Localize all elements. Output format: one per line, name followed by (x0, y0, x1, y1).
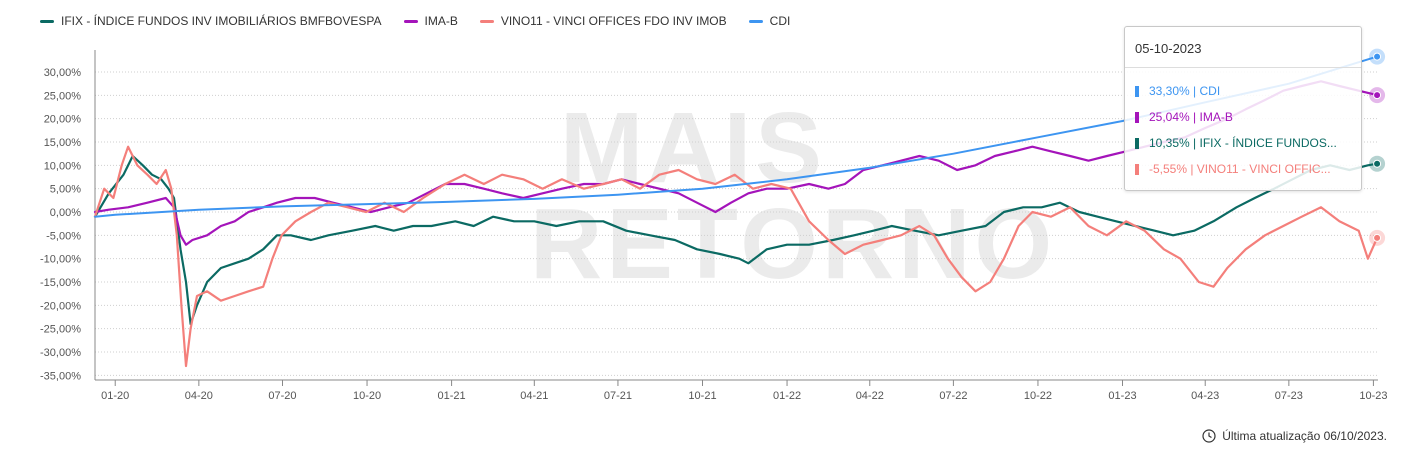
legend-label-cdi: CDI (769, 14, 791, 28)
tooltip-row-cdi: 33,30% | CDI (1135, 84, 1220, 98)
y-tick-label: -5,00% (46, 230, 81, 242)
last-update-text: Última atualização 06/10/2023. (1222, 429, 1387, 443)
x-tick-label: 01-23 (1108, 390, 1136, 402)
legend-swatch-ima-b (403, 19, 418, 23)
y-tick-label: 15,00% (44, 137, 82, 149)
x-tick-label: 10-21 (688, 390, 716, 402)
chart-legend: IFIX - ÍNDICE FUNDOS INV IMOBILIÁRIOS BM… (40, 14, 790, 28)
y-tick-label: -10,00% (40, 254, 81, 266)
x-tick-label: 01-20 (101, 390, 129, 402)
y-tick-label: 0,00% (50, 207, 81, 219)
legend-swatch-cdi (748, 19, 763, 23)
tooltip-divider (1125, 67, 1361, 68)
tooltip-row-ima-b: 25,04% | IMA-B (1135, 110, 1233, 124)
y-tick-label: 30,00% (44, 67, 82, 79)
legend-swatch-vino11 (479, 19, 494, 23)
grid-lines (95, 71, 1378, 376)
hover-point-cdi (1373, 52, 1382, 61)
chart-tooltip: 05-10-2023 33,30% | CDI 25,04% | IMA-B 1… (1124, 26, 1362, 191)
y-tick-label: -25,00% (40, 324, 81, 336)
tooltip-text-vino11: -5,55% | VINO11 - VINCI OFFIC... (1149, 162, 1331, 176)
y-tick-label: 5,00% (50, 184, 81, 196)
series-line-ifix (93, 154, 1379, 326)
tooltip-marker-ifix (1135, 137, 1139, 149)
tooltip-row-vino11: -5,55% | VINO11 - VINCI OFFIC... (1135, 162, 1331, 176)
legend-label-ima-b: IMA-B (424, 14, 458, 28)
x-tick-label: 01-22 (773, 390, 801, 402)
x-tick-label: 07-21 (604, 390, 632, 402)
hover-point-ima-b (1373, 91, 1382, 100)
y-tick-label: -30,00% (40, 347, 81, 359)
x-tick-label: 07-22 (939, 390, 967, 402)
x-axis: 01-20 04-20 07-20 10-20 01-21 04-21 07-21 10-21… (95, 379, 1387, 402)
legend-item-ifix[interactable]: IFIX - ÍNDICE FUNDOS INV IMOBILIÁRIOS BM… (40, 14, 382, 28)
tooltip-marker-cdi (1135, 85, 1139, 97)
x-tick-label: 04-22 (856, 390, 884, 402)
legend-item-ima-b[interactable]: IMA-B (403, 14, 458, 28)
legend-item-cdi[interactable]: CDI (748, 14, 791, 28)
x-tick-label: 04-23 (1191, 390, 1219, 402)
tooltip-text-ifix: 10,35% | IFIX - ÍNDICE FUNDOS... (1149, 136, 1337, 150)
y-tick-label: -35,00% (40, 370, 81, 382)
legend-label-vino11: VINO11 - VINCI OFFICES FDO INV IMOB (500, 14, 727, 28)
legend-swatch-ifix (40, 19, 54, 23)
last-update-footer: Última atualização 06/10/2023. (1202, 429, 1387, 443)
y-tick-label: 10,00% (44, 160, 82, 172)
hover-point-ifix (1373, 159, 1382, 168)
tooltip-row-ifix: 10,35% | IFIX - ÍNDICE FUNDOS... (1135, 136, 1337, 150)
x-tick-label: 04-20 (185, 390, 213, 402)
series-line-vino11 (93, 145, 1379, 368)
y-tick-label: -20,00% (40, 300, 81, 312)
y-axis: -35,00% -30,00% -25,00% -20,00% -15,00% -10,0… (40, 50, 96, 382)
tooltip-text-cdi: 33,30% | CDI (1149, 84, 1221, 98)
x-tick-label: 07-23 (1275, 390, 1303, 402)
x-tick-label: 01-21 (438, 390, 466, 402)
x-tick-label: 10-22 (1024, 390, 1052, 402)
tooltip-marker-vino11 (1135, 163, 1139, 175)
x-tick-label: 10-23 (1359, 390, 1387, 402)
legend-label-ifix: IFIX - ÍNDICE FUNDOS INV IMOBILIÁRIOS BM… (61, 14, 382, 28)
hover-markers (1369, 48, 1386, 246)
y-tick-label: 25,00% (44, 90, 82, 102)
hover-point-vino11 (1373, 233, 1382, 242)
y-tick-label: -15,00% (40, 277, 81, 289)
x-tick-label: 10-20 (353, 390, 381, 402)
x-tick-label: 04-21 (520, 390, 548, 402)
tooltip-text-ima-b: 25,04% | IMA-B (1149, 110, 1233, 124)
legend-item-vino11[interactable]: VINO11 - VINCI OFFICES FDO INV IMOB (479, 14, 727, 28)
tooltip-marker-ima-b (1135, 111, 1139, 123)
tooltip-date: 05-10-2023 (1135, 41, 1202, 56)
x-tick-label: 07-20 (268, 390, 296, 402)
y-tick-label: 20,00% (44, 114, 82, 126)
clock-icon (1202, 429, 1216, 443)
